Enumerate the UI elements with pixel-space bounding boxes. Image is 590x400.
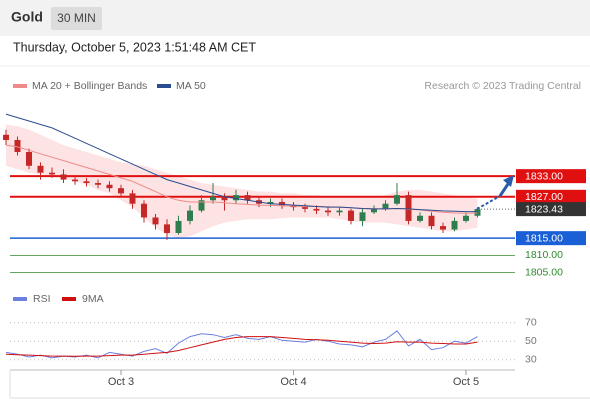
candle-body: [83, 181, 90, 184]
legend-swatch: [62, 297, 76, 301]
timeframe-box[interactable]: [51, 7, 102, 30]
legend-swatch: [13, 84, 27, 88]
candle-body: [141, 203, 147, 218]
legend-label: 9MA: [82, 293, 104, 305]
candle-body: [313, 208, 320, 211]
bollinger-band: [6, 124, 478, 239]
candle-body: [60, 174, 67, 180]
level-label: 1815.00: [525, 232, 563, 244]
candle-body: [336, 210, 343, 213]
level-label: 1823.43: [525, 203, 563, 215]
candle-body: [302, 207, 308, 209]
candle-body: [394, 195, 400, 204]
candle-body: [382, 203, 389, 209]
y-tick-label: 50: [525, 335, 537, 347]
y-tick-label: 30: [525, 354, 537, 366]
level-label: 1827.00: [525, 191, 563, 203]
candle-body: [26, 152, 32, 166]
candle-body: [175, 220, 182, 233]
level-box: [516, 202, 586, 217]
level-box: [516, 231, 586, 246]
candle-body: [106, 184, 113, 189]
datetime: Thursday, October 5, 2023 1:51:48 AM CET: [13, 40, 256, 54]
candle-body: [279, 201, 285, 206]
level-box: [516, 169, 586, 184]
candle-body: [463, 215, 469, 221]
legend-label: MA 20 + Bollinger Bands: [32, 80, 147, 92]
candle-body: [49, 172, 55, 175]
legend-label: RSI: [33, 293, 51, 305]
level-label: 1810.00: [525, 249, 563, 261]
candle-body: [3, 134, 9, 140]
candle-body: [14, 139, 21, 153]
candle-body: [244, 195, 251, 201]
indicator-line: [5, 336, 478, 357]
candle-body: [118, 188, 124, 194]
candle-body: [210, 196, 216, 201]
candle-body: [152, 217, 159, 225]
projection-dash: [476, 195, 501, 210]
x-tick-label: Oct 3: [108, 376, 134, 388]
ma-line: [5, 113, 478, 213]
instrument-title: Gold: [11, 9, 43, 25]
candle-body: [233, 195, 239, 201]
candle-body: [37, 165, 44, 173]
candle-body: [417, 215, 423, 221]
candle-body: [72, 179, 78, 182]
candle-body: [164, 224, 170, 233]
y-tick-label: 70: [525, 316, 537, 328]
level-box: [516, 189, 586, 204]
x-tick-label: Oct 4: [280, 376, 306, 388]
candle-body: [440, 226, 446, 230]
candle-body: [359, 212, 366, 221]
legend-label: MA 50: [176, 80, 206, 92]
legend-swatch: [13, 297, 27, 301]
candle-body: [348, 210, 354, 221]
candle-body: [221, 196, 228, 201]
candle-body: [95, 183, 101, 185]
candle-body: [325, 210, 331, 213]
level-label: 1805.00: [525, 266, 563, 278]
legend-swatch: [157, 84, 171, 88]
candle-body: [187, 210, 193, 221]
candle-body: [371, 208, 377, 213]
candle-body: [405, 195, 412, 221]
projection-arrowhead: [503, 175, 514, 187]
x-tick-label: Oct 5: [453, 376, 479, 388]
candle-body: [267, 201, 274, 204]
source: Research © 2023 Trading Central: [424, 80, 581, 92]
candle-body: [428, 215, 435, 227]
candle-body: [198, 200, 205, 211]
timeframe[interactable]: 30 MIN: [57, 11, 96, 25]
candle-body: [451, 220, 458, 230]
candle-body: [129, 193, 136, 204]
plot: MA 20 + Bollinger Bands MA 50 1833.00 1827.…: [3, 80, 586, 388]
indicator-line: [5, 330, 478, 359]
candle-body: [474, 209, 481, 216]
level-label: 1833.00: [525, 170, 563, 182]
